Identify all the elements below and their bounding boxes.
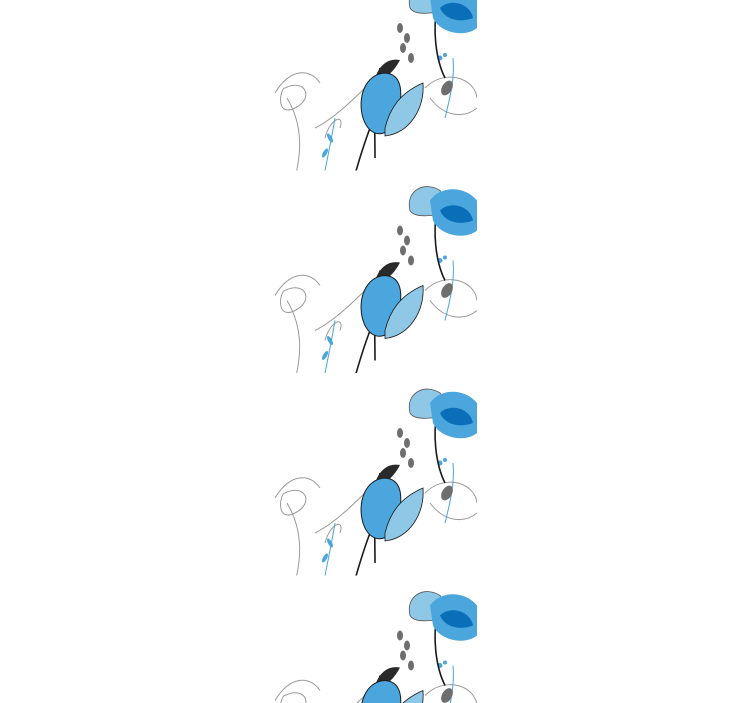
pattern-fill: [275, 0, 477, 703]
floral-wallpaper-strip: [275, 0, 477, 703]
